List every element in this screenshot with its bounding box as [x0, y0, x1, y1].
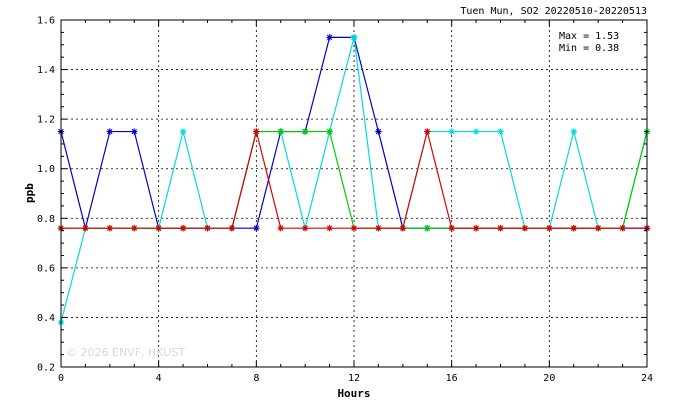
series: [57, 128, 651, 232]
axis-ticks: 0 4 8 12 16 20 24 0.2 0.4 0.6 0.8 1.0 1.2 1.4 1.6: [37, 16, 653, 385]
data-point: [326, 34, 333, 41]
data-point: [350, 225, 358, 232]
min-label: Min = 0.38: [559, 43, 619, 54]
data-point: [228, 225, 236, 232]
data-point: [375, 128, 382, 135]
y-tick-label: 0.4: [37, 313, 55, 324]
y-tick-label: 0.6: [37, 263, 55, 274]
data-point: [131, 128, 138, 135]
data-point: [619, 225, 626, 232]
data-point: [106, 128, 114, 135]
data-point: [546, 225, 553, 232]
x-tick-label: 8: [253, 373, 259, 384]
data-point: [326, 128, 333, 135]
x-tick-label: 4: [156, 373, 162, 384]
data-point: [424, 128, 431, 135]
data-point: [424, 225, 431, 232]
data-point: [521, 225, 529, 232]
y-tick-label: 1.2: [37, 115, 55, 126]
x-tick-label: 0: [58, 373, 64, 384]
x-tick-label: 16: [446, 373, 458, 384]
data-point: [472, 225, 480, 232]
data-point: [301, 225, 309, 232]
data-point: [497, 128, 504, 135]
chart-title: Tuen Mun, SO2 20220510-20220513: [460, 6, 647, 17]
data-point: [350, 34, 358, 41]
watermark: © 2026 ENVF, HKUST: [66, 346, 185, 359]
data-point: [594, 225, 602, 232]
data-point: [448, 225, 455, 232]
data-point: [399, 225, 407, 232]
data-point: [155, 225, 162, 232]
data-point: [448, 128, 455, 135]
data-point: [253, 225, 260, 232]
data-point: [277, 225, 284, 232]
data-point: [179, 128, 187, 135]
data-point: [497, 225, 504, 232]
y-tick-label: 1.4: [37, 65, 55, 76]
y-axis-label: ppb: [23, 183, 36, 203]
data-point: [570, 128, 577, 135]
y-tick-label: 0.8: [37, 214, 55, 225]
x-tick-label: 20: [543, 373, 555, 384]
x-tick-label: 24: [641, 373, 653, 384]
x-tick-label: 12: [348, 373, 360, 384]
data-point: [277, 128, 284, 135]
data-point: [179, 225, 187, 232]
y-tick-label: 1.6: [37, 16, 55, 27]
data-point: [570, 225, 577, 232]
x-axis-label: Hours: [337, 387, 370, 400]
max-label: Max = 1.53: [559, 31, 619, 42]
y-tick-label: 1.0: [37, 164, 55, 175]
data-point: [82, 225, 89, 232]
data-point: [131, 225, 138, 232]
y-tick-label: 0.2: [37, 363, 55, 374]
data-point: [472, 128, 480, 135]
series-group: [57, 34, 651, 326]
data-point: [106, 225, 114, 232]
data-point: [301, 128, 309, 135]
data-point: [375, 225, 382, 232]
data-point: [253, 128, 260, 135]
data-point: [326, 225, 333, 232]
data-point: [204, 225, 211, 232]
